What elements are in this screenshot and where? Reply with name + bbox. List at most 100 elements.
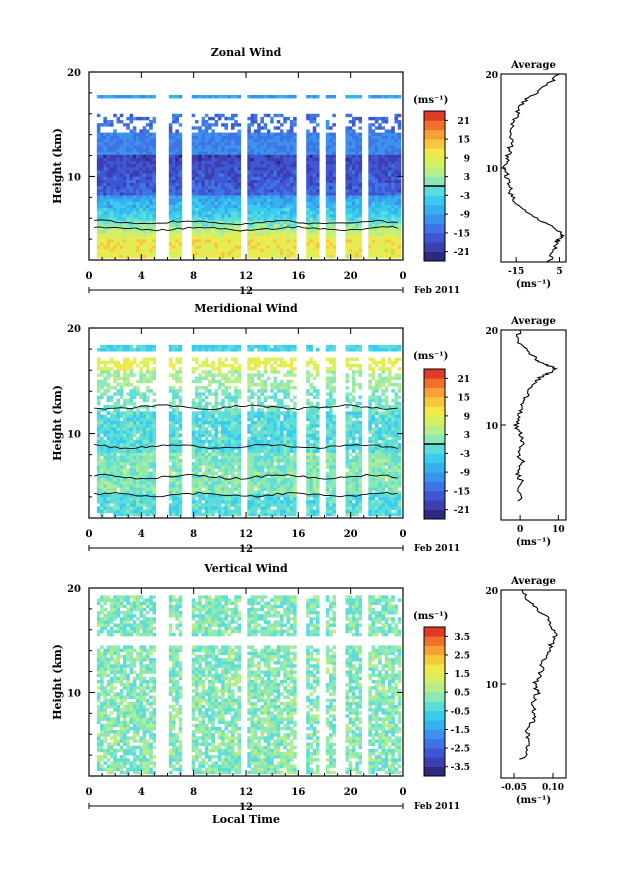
heatmap-cell [109, 500, 114, 504]
heatmap-cell [126, 235, 130, 240]
heatmap-cell [397, 182, 402, 187]
heatmap-cell [175, 254, 179, 259]
heatmap-cell [309, 195, 314, 199]
heatmap-cell [234, 145, 238, 149]
heatmap-cell [116, 138, 121, 143]
heatmap-cell [126, 220, 130, 224]
heatmap-cell [280, 204, 284, 209]
heatmap-cell [109, 245, 114, 249]
heatmap-cell [129, 496, 134, 501]
heatmap-cell [139, 132, 143, 137]
heatmap-cell [145, 214, 150, 218]
heatmap-cell [237, 235, 242, 240]
heatmap-cell [142, 477, 147, 482]
heatmap-cell [221, 496, 225, 501]
heatmap-cell [397, 239, 402, 243]
heatmap-cell [198, 487, 202, 491]
heatmap-cell [126, 348, 130, 352]
heatmap-cell [276, 113, 281, 118]
heatmap-cell [289, 138, 294, 143]
heatmap-cell [309, 248, 314, 252]
heatmap-cell [358, 176, 363, 180]
heatmap-cell [237, 148, 242, 152]
heatmap-cell [345, 163, 349, 168]
heatmap-cell [384, 217, 389, 221]
heatmap-cell [103, 452, 107, 457]
heatmap-cell [208, 135, 212, 140]
heatmap-cell [103, 188, 107, 193]
heatmap-cell [234, 251, 238, 256]
heatmap-cell [211, 201, 215, 205]
heatmap-cell [175, 373, 179, 377]
heatmap-cell [132, 481, 137, 485]
heatmap-cell [211, 493, 215, 498]
heatmap-cell [194, 414, 199, 419]
heatmap-cell [257, 170, 261, 174]
heatmap-cell [230, 484, 235, 488]
heatmap-cell [106, 251, 111, 256]
heatmap-cell [149, 357, 153, 362]
heatmap-cell [129, 503, 134, 507]
heatmap-cell [273, 113, 278, 118]
heatmap-cell [348, 223, 353, 227]
heatmap-cell [283, 163, 287, 168]
heatmap-cell [394, 235, 399, 240]
heatmap-cell [116, 254, 121, 259]
heatmap-cell [194, 344, 199, 349]
heatmap-cell [126, 427, 130, 431]
heatmap-cell [348, 220, 353, 224]
heatmap-cell [227, 251, 232, 256]
heatmap-cell [149, 157, 153, 162]
heatmap-cell [142, 232, 147, 237]
heatmap-cell [172, 417, 176, 422]
heatmap-cell [96, 408, 101, 412]
heatmap-cell [224, 185, 228, 190]
heatmap-cell [198, 204, 202, 209]
heatmap-cell [194, 232, 199, 237]
heatmap-cell [234, 220, 238, 224]
heatmap-cell [116, 188, 121, 193]
heatmap-cell [378, 123, 382, 127]
heatmap-cell [397, 157, 402, 162]
heatmap-cell [168, 357, 173, 362]
heatmap-cell [103, 458, 107, 463]
heatmap-cell [191, 493, 196, 498]
heatmap-cell [142, 223, 147, 227]
heatmap-cell [214, 145, 219, 149]
heatmap-cell [286, 251, 291, 256]
heatmap-cell [96, 235, 101, 240]
heatmap-cell [132, 185, 137, 190]
heatmap-cell [378, 214, 382, 218]
heatmap-cell [221, 145, 225, 149]
heatmap-cell [139, 379, 143, 384]
heatmap-cell [106, 443, 111, 447]
heatmap-cell [217, 185, 222, 190]
heatmap-cell [270, 235, 274, 240]
heatmap-cell [378, 145, 382, 149]
heatmap-cell [384, 232, 389, 237]
heatmap-cell [113, 145, 117, 149]
heatmap-cell [136, 160, 140, 165]
heatmap-cell [191, 217, 196, 221]
heatmap-cell [325, 138, 330, 143]
heatmap-cell [325, 157, 330, 162]
heatmap-cell [374, 138, 379, 143]
heatmap-cell [194, 226, 199, 231]
heatmap-cell [126, 500, 130, 504]
heatmap-cell [191, 223, 196, 227]
heatmap-cell [257, 204, 261, 209]
heatmap-cell [129, 433, 134, 438]
heatmap-cell [260, 154, 264, 158]
heatmap-cell [306, 210, 310, 215]
heatmap-cell [309, 135, 314, 140]
heatmap-cell [394, 210, 399, 215]
heatmap-cell [234, 138, 238, 143]
heatmap-cell [280, 113, 284, 118]
heatmap-cell [123, 135, 127, 140]
heatmap-cell [345, 207, 349, 212]
heatmap-cell [142, 471, 147, 476]
heatmap-cell [221, 229, 225, 234]
profile-line [502, 73, 566, 263]
heatmap-cell [116, 217, 121, 221]
heatmap-cell [149, 424, 153, 428]
